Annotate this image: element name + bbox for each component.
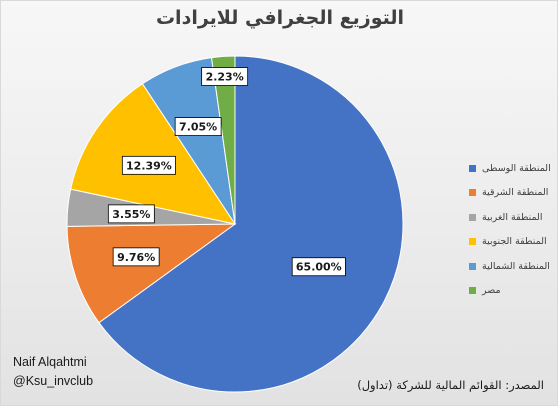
- legend-swatch: [469, 287, 476, 295]
- legend-item: المنطقة الجنوبية: [469, 230, 557, 255]
- pie-slice: [66, 223, 237, 324]
- data-label-text: 7.05%: [179, 121, 217, 134]
- data-label: 2.23%: [201, 67, 249, 86]
- chart-title: التوزيع الجغرافي للايرادات: [155, 7, 405, 29]
- legend-label: المنطقة الشمالية: [482, 260, 550, 272]
- legend-label: مصر: [482, 285, 501, 297]
- legend-item: المنطقة الغربية: [469, 205, 557, 230]
- data-label-text: 2.23%: [206, 71, 244, 84]
- data-label: 3.55%: [107, 204, 155, 224]
- pie-data-labels: 65.00% 9.76% 3.55% 12.39% 7.05% 2.23%: [107, 67, 346, 277]
- data-label-box: [121, 155, 176, 175]
- legend-item: المنطقة الشمالية: [469, 254, 557, 279]
- legend-label: المنطقة الشرقية: [482, 187, 549, 199]
- data-label-text: 65.00%: [296, 261, 342, 274]
- legend-swatch: [469, 238, 476, 246]
- credit-name: Naif Alqahtmi: [13, 355, 87, 369]
- chart-legend: المنطقة الوسطى المنطقة الشرقية المنطقة الغ…: [469, 156, 557, 303]
- legend-swatch: [469, 189, 476, 197]
- pie-slice: [98, 55, 404, 393]
- credit-handle: @Ksu_invclub: [13, 374, 94, 388]
- legend-label: المنطقة الوسطى: [482, 162, 551, 174]
- data-label-box: [174, 117, 222, 136]
- data-label-text: 9.76%: [117, 251, 155, 264]
- legend-swatch: [469, 213, 476, 221]
- legend-swatch: [469, 164, 476, 172]
- data-label-text: 12.39%: [126, 159, 172, 172]
- data-label-box: [291, 257, 346, 277]
- legend-label: المنطقة الغربية: [482, 211, 543, 223]
- data-label: 7.05%: [174, 117, 222, 136]
- data-label-box: [112, 247, 160, 267]
- pie-slice: [210, 55, 236, 225]
- data-label: 65.00%: [291, 257, 346, 277]
- data-label: 9.76%: [112, 247, 160, 267]
- legend-swatch: [469, 262, 476, 270]
- data-label-box: [107, 204, 155, 224]
- pie-slices: [66, 55, 404, 393]
- legend-item: المنطقة الوسطى: [469, 156, 557, 181]
- data-label-text: 3.55%: [112, 208, 150, 221]
- legend-item: مصر: [469, 279, 557, 304]
- data-label-box: [201, 67, 249, 86]
- pie-slice: [70, 83, 237, 225]
- data-label: 12.39%: [121, 155, 176, 175]
- legend-label: المنطقة الجنوبية: [482, 236, 547, 248]
- legend-item: المنطقة الشرقية: [469, 181, 557, 206]
- source-note: المصدر: القوائم المالية للشركة (تداول): [357, 378, 544, 392]
- author-credit: Naif Alqahtmi @Ksu_invclub: [13, 353, 93, 391]
